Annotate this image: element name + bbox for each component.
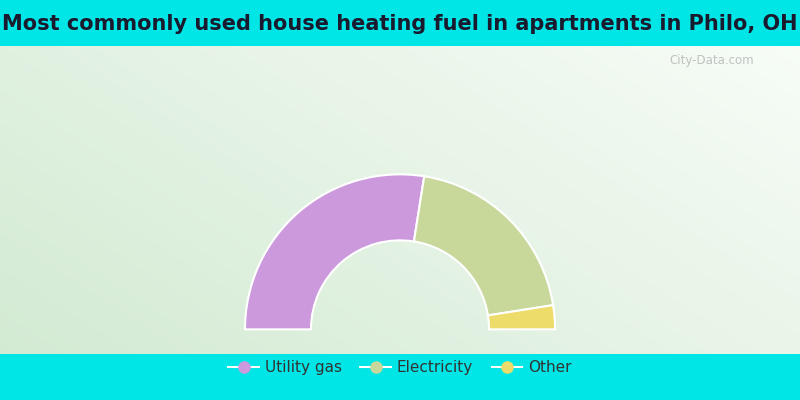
Text: Most commonly used house heating fuel in apartments in Philo, OH: Most commonly used house heating fuel in…: [2, 14, 798, 34]
Text: City-Data.com: City-Data.com: [670, 54, 754, 67]
Wedge shape: [488, 305, 555, 329]
Wedge shape: [245, 174, 424, 329]
Legend: Utility gas, Electricity, Other: Utility gas, Electricity, Other: [222, 354, 578, 381]
Wedge shape: [414, 176, 553, 316]
